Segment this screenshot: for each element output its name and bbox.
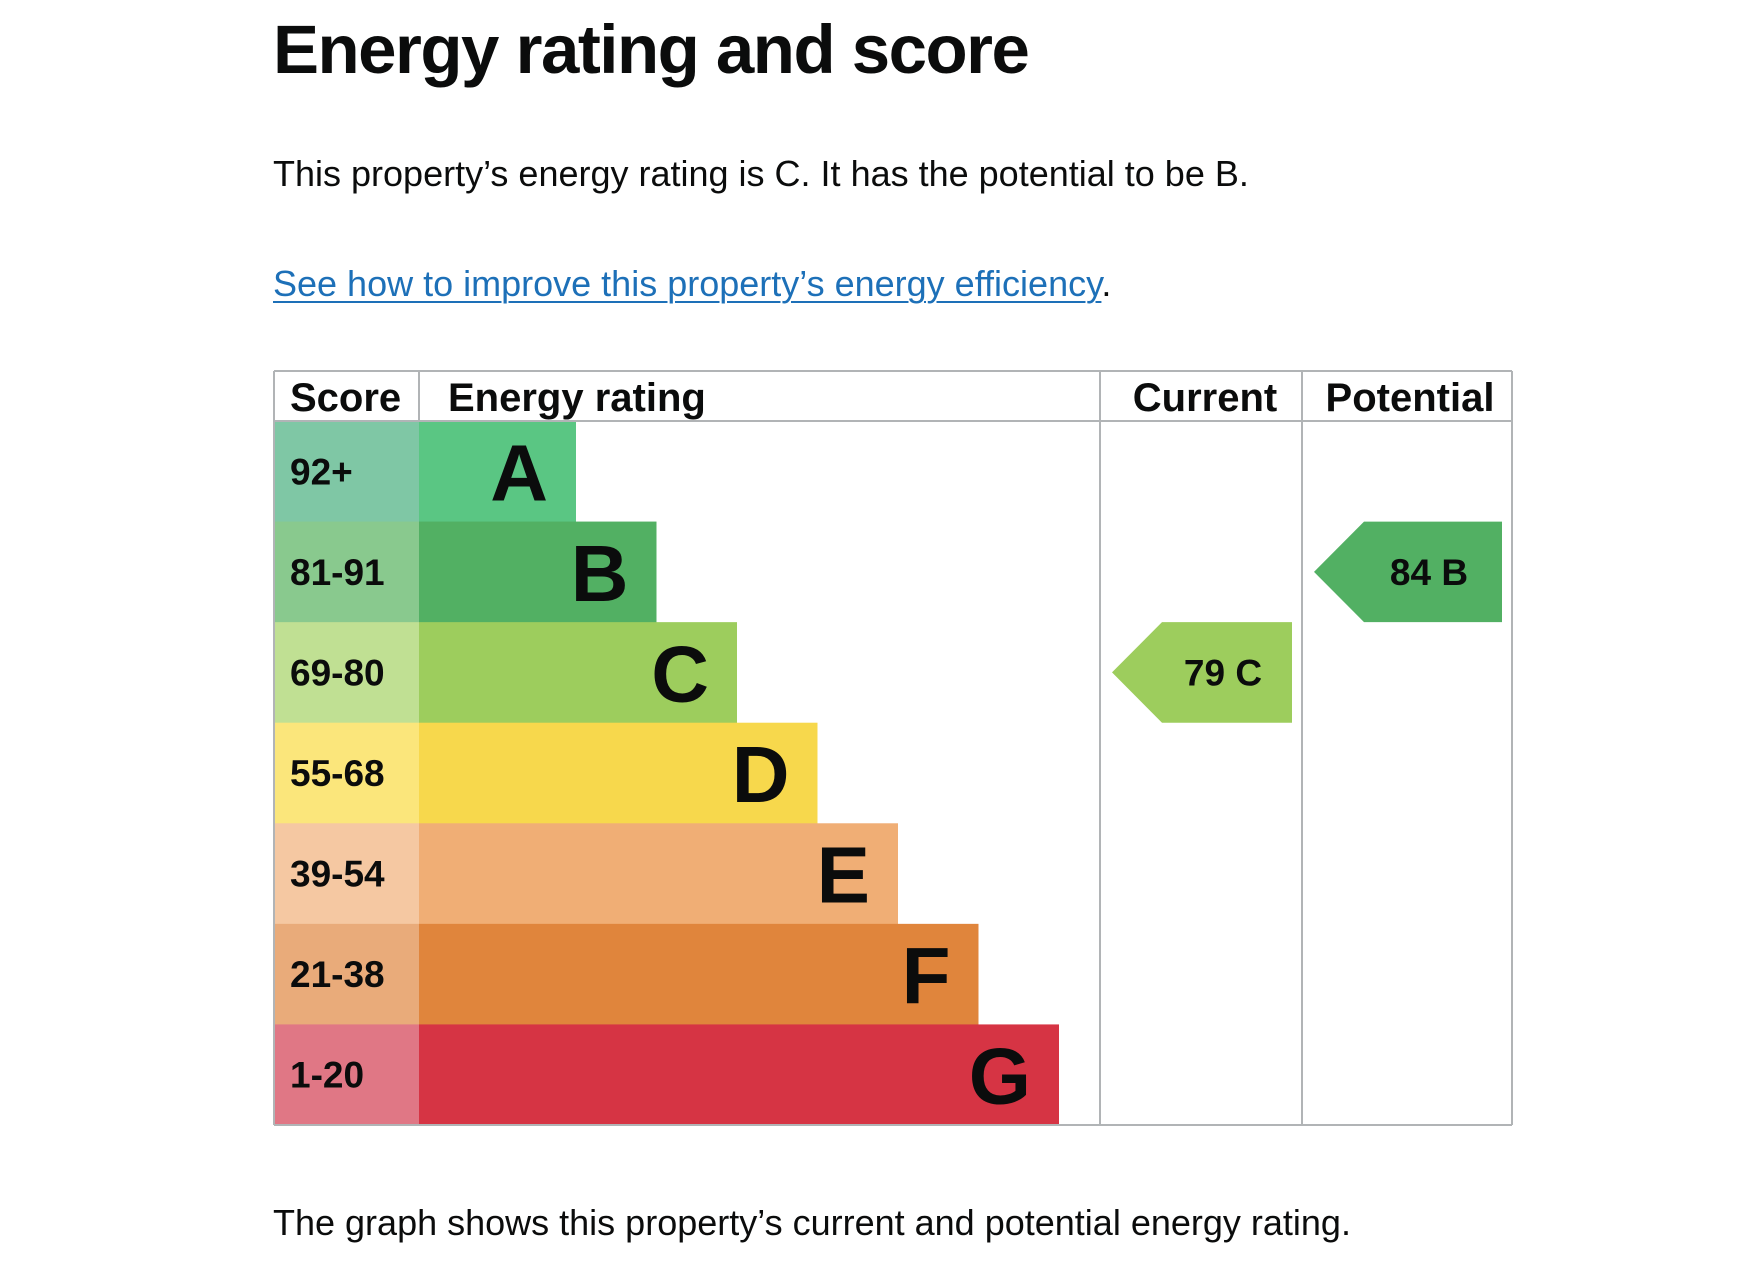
score-label-d: 55-68 <box>290 753 385 794</box>
score-label-b: 81-91 <box>290 552 385 593</box>
score-cell-a <box>274 421 419 523</box>
score-cell-d <box>274 722 419 824</box>
score-label-e: 39-54 <box>290 854 385 895</box>
potential-column-header: Potential <box>1326 376 1495 420</box>
band-letter-c: C <box>651 629 709 718</box>
band-letter-b: B <box>571 529 629 618</box>
score-cell-e <box>274 823 419 925</box>
improve-paragraph: See how to improve this property’s energ… <box>273 260 1111 308</box>
chart-caption: The graph shows this property’s current … <box>273 1202 1351 1243</box>
score-cell-g <box>274 1024 419 1126</box>
rating-bar-b <box>419 521 657 623</box>
band-letter-f: F <box>902 931 951 1020</box>
grid-layer <box>273 370 1513 1126</box>
score-column-header: Score <box>290 376 401 420</box>
rating-bar-f <box>419 923 979 1026</box>
rating-bar-d <box>419 722 818 824</box>
current-column-header: Current <box>1133 376 1277 420</box>
rating-summary: This property’s energy rating is C. It h… <box>273 153 1249 194</box>
current-arrow <box>1112 622 1292 723</box>
score-label-c: 69-80 <box>290 652 385 693</box>
score-label-g: 1-20 <box>290 1055 364 1096</box>
rating-bar-e <box>419 823 898 925</box>
band-letter-d: D <box>732 730 790 819</box>
band-letter-e: E <box>817 831 870 920</box>
rating-bar-g <box>419 1024 1059 1126</box>
band-layer: 92+ A 81-91 B 69-80 C 55-68 D 39-54 E 21-38 F 1-20 G <box>274 421 1059 1126</box>
score-cell-f <box>274 923 419 1026</box>
rating-column-header: Energy rating <box>448 376 706 420</box>
band-letter-a: A <box>490 428 548 517</box>
current-rating-label: 79 C <box>1184 652 1262 693</box>
potential-rating-label: 84 B <box>1390 552 1468 593</box>
score-cell-b <box>274 521 419 623</box>
score-label-a: 92+ <box>290 451 353 492</box>
rating-bar-c <box>419 622 737 724</box>
link-suffix: . <box>1101 263 1112 304</box>
band-letter-g: G <box>969 1032 1031 1121</box>
arrow-layer: 79 C 84 B <box>1112 521 1502 723</box>
potential-arrow <box>1314 521 1502 623</box>
page-title: Energy rating and score <box>273 11 1030 88</box>
score-label-f: 21-38 <box>290 954 385 995</box>
improve-efficiency-link[interactable]: See how to improve this property’s energ… <box>273 263 1102 304</box>
rating-bar-a <box>419 421 576 523</box>
score-cell-c <box>274 622 419 724</box>
